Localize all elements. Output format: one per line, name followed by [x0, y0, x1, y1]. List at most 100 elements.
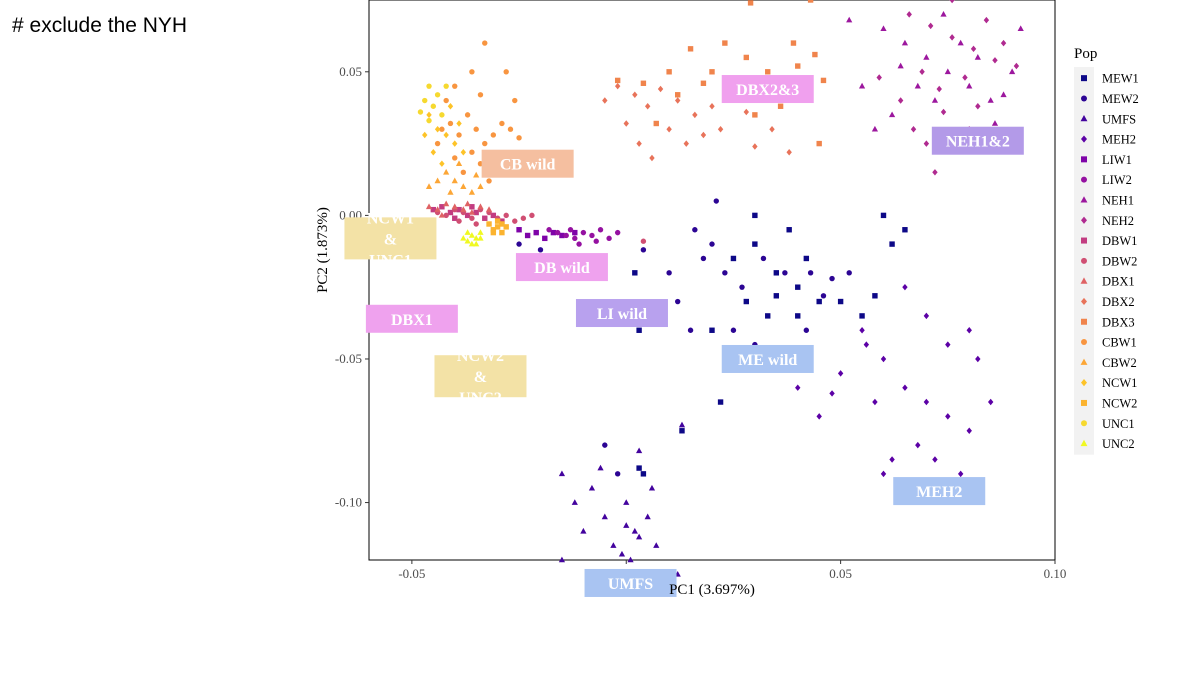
point-umfs — [601, 513, 608, 520]
point-ncw2 — [494, 218, 501, 224]
legend-marker-dbx2 — [1081, 297, 1087, 306]
header-text: # exclude the NYH — [12, 14, 188, 37]
legend-label: NCW1 — [1102, 376, 1137, 390]
point-dbx3 — [675, 92, 681, 98]
point-neh2 — [932, 169, 938, 176]
point-ncw2 — [490, 227, 497, 233]
point-mew1 — [872, 293, 878, 299]
point-dbx1 — [468, 209, 476, 215]
point-ncw1 — [430, 148, 437, 156]
point-liw2 — [580, 229, 587, 236]
point-dbx3 — [752, 112, 758, 118]
point-umfs — [636, 447, 643, 454]
cluster-label: DB wild — [515, 253, 608, 282]
point-meh2 — [932, 456, 938, 463]
point-mew1 — [636, 327, 642, 333]
legend-marker-neh1 — [1080, 196, 1088, 203]
point-mew2 — [687, 327, 694, 333]
point-dbx3 — [816, 140, 822, 147]
point-liw1 — [516, 227, 522, 233]
point-cbw2 — [443, 168, 450, 175]
point-ncw1 — [452, 140, 458, 147]
point-mew1 — [752, 212, 758, 219]
point-dbx3 — [700, 80, 707, 86]
legend-label: UNC1 — [1102, 417, 1135, 431]
point-liw1 — [559, 232, 565, 239]
point-dbx2 — [675, 97, 681, 104]
point-unc2 — [477, 234, 484, 241]
point-cbw1 — [477, 92, 484, 98]
point-ncw1 — [456, 120, 462, 127]
point-cbw1 — [507, 126, 514, 132]
point-ncw1 — [447, 103, 454, 110]
point-ncw2 — [499, 221, 505, 227]
point-ncw1 — [443, 131, 449, 139]
point-liw1 — [572, 229, 578, 236]
point-mew1 — [803, 255, 810, 262]
point-ncw1 — [422, 131, 428, 139]
point-cbw2 — [460, 183, 467, 189]
x-axis-title: PC1 (3.697%) — [669, 582, 755, 598]
legend-marker-umfs — [1080, 115, 1088, 122]
point-neh2 — [919, 68, 925, 76]
cluster-label-box — [434, 355, 527, 398]
point-cbw1 — [443, 97, 449, 104]
point-mew1 — [837, 298, 844, 305]
point-dbx2 — [786, 148, 792, 156]
legend-marker-mew1 — [1081, 75, 1087, 82]
point-dbw2 — [503, 212, 509, 219]
point-meh2 — [966, 427, 972, 435]
cluster-label-box — [365, 304, 458, 333]
legend-marker-meh2 — [1081, 135, 1087, 143]
point-liw1 — [542, 235, 548, 242]
point-cbw1 — [490, 132, 497, 138]
point-unc2 — [473, 234, 480, 241]
point-meh2 — [945, 341, 951, 348]
point-dbx2 — [632, 91, 638, 99]
point-dbx2 — [636, 140, 642, 147]
point-mew2 — [675, 298, 681, 305]
point-neh2 — [1013, 62, 1020, 70]
point-umfs — [558, 470, 566, 477]
point-unc1 — [430, 103, 437, 109]
point-neh2 — [975, 103, 981, 110]
point-meh2 — [889, 456, 895, 463]
cluster-label: CB wild — [481, 149, 574, 178]
cluster-label-text: NCW2 — [457, 348, 504, 365]
point-dbx3 — [640, 80, 647, 86]
point-unc2 — [468, 232, 476, 238]
point-cbw2 — [451, 177, 458, 184]
legend-label: NEH2 — [1102, 214, 1134, 228]
point-dbx2 — [666, 125, 672, 133]
point-unc2 — [473, 240, 480, 247]
point-meh2 — [975, 355, 981, 363]
point-mew1 — [717, 399, 724, 405]
point-neh1 — [901, 39, 909, 46]
point-cbw2 — [434, 177, 441, 184]
point-cbw1 — [460, 169, 467, 176]
legend-marker-cbw1 — [1081, 339, 1087, 346]
point-dbx2 — [709, 103, 715, 110]
point-mew2 — [846, 270, 852, 276]
cluster-label-text: NEH1&2 — [946, 134, 1010, 151]
point-umfs — [618, 550, 626, 557]
point-dbx1 — [485, 206, 493, 212]
point-neh2 — [962, 74, 968, 81]
legend: Pop MEW1 MEW2 UMFS MEH2 LIW1 LIW2 NEH1 NEH2 DBW1… — [1074, 46, 1139, 455]
point-mew1 — [880, 212, 887, 219]
point-liw2 — [546, 227, 552, 233]
point-neh1 — [888, 111, 896, 118]
point-cbw1 — [447, 120, 454, 127]
point-dbx2 — [644, 103, 651, 110]
point-meh2 — [945, 413, 951, 420]
point-mew2 — [760, 255, 767, 262]
point-liw2 — [606, 235, 612, 242]
point-meh2 — [795, 384, 801, 391]
point-meh2 — [872, 398, 878, 406]
point-dbw1 — [482, 215, 488, 221]
point-neh2 — [949, 34, 955, 41]
point-dbx3 — [747, 0, 754, 6]
point-dbw2 — [512, 218, 518, 224]
point-dbw1 — [499, 218, 505, 224]
cluster-label-text: DB wild — [534, 260, 590, 277]
